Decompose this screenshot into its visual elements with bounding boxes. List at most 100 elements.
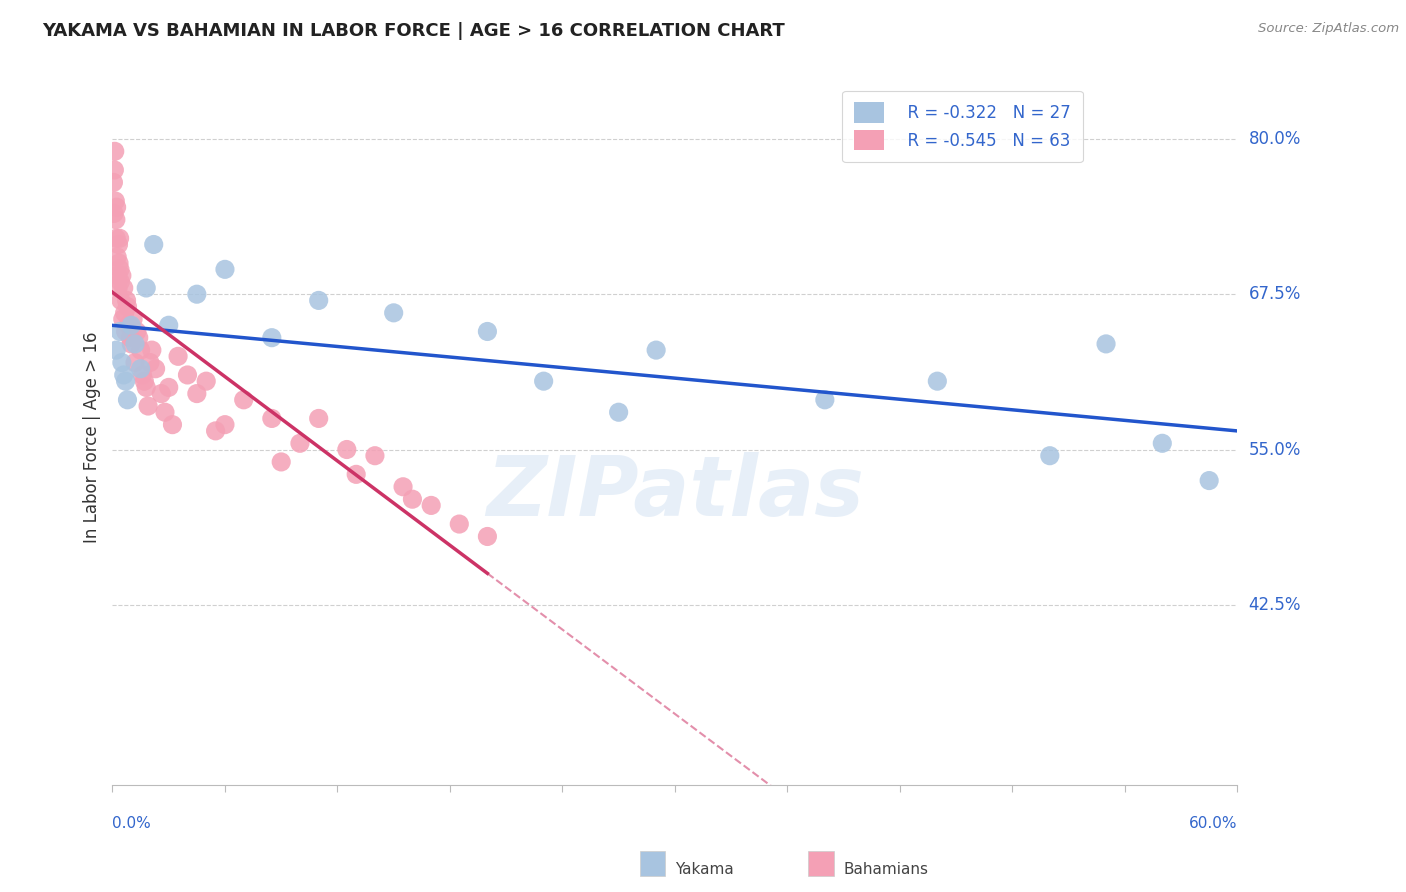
Point: [150, 386, 173, 401]
Point: [105, 250, 128, 264]
Legend:   R = -0.322   N = 27,   R = -0.545   N = 63: R = -0.322 N = 27, R = -0.545 N = 63: [842, 91, 1083, 162]
Point: [176, 368, 198, 382]
Point: [124, 355, 146, 369]
Point: [120, 318, 142, 333]
Point: [139, 355, 162, 369]
Point: [134, 374, 156, 388]
Point: [1039, 449, 1062, 463]
Text: YAKAMA VS BAHAMIAN IN LABOR FORCE | AGE > 16 CORRELATION CHART: YAKAMA VS BAHAMIAN IN LABOR FORCE | AGE …: [42, 22, 785, 40]
Point: [607, 405, 630, 419]
Point: [308, 293, 330, 308]
Point: [107, 237, 129, 252]
Point: [204, 424, 226, 438]
Point: [111, 312, 134, 326]
Text: Bahamians: Bahamians: [844, 863, 928, 877]
Point: [114, 374, 136, 388]
Point: [1198, 474, 1220, 488]
Text: Yakama: Yakama: [675, 863, 734, 877]
Point: [108, 231, 131, 245]
Point: [186, 386, 208, 401]
Point: [477, 325, 499, 339]
Point: [136, 399, 159, 413]
Point: [214, 262, 236, 277]
Point: [195, 374, 218, 388]
Point: [392, 480, 415, 494]
Point: [111, 355, 134, 369]
Point: [114, 325, 136, 339]
Point: [645, 343, 668, 357]
Point: [401, 492, 423, 507]
Point: [104, 145, 127, 159]
Point: [125, 325, 148, 339]
Text: 42.5%: 42.5%: [1249, 596, 1301, 614]
Point: [105, 343, 128, 357]
Point: [1152, 436, 1174, 450]
Point: [110, 293, 132, 308]
Point: [336, 442, 359, 457]
Point: [107, 268, 129, 283]
Point: [128, 331, 150, 345]
Point: [927, 374, 949, 388]
Point: [115, 293, 138, 308]
Point: [117, 392, 139, 407]
Point: [129, 361, 152, 376]
Point: [103, 175, 125, 189]
Point: [129, 343, 152, 357]
Point: [114, 306, 136, 320]
Point: [382, 306, 405, 320]
Point: [449, 516, 471, 531]
Point: [124, 337, 146, 351]
Text: Source: ZipAtlas.com: Source: ZipAtlas.com: [1258, 22, 1399, 36]
Point: [104, 194, 127, 208]
Point: [477, 529, 499, 543]
Point: [111, 268, 134, 283]
Point: [162, 417, 184, 432]
Point: [288, 436, 311, 450]
Text: 67.5%: 67.5%: [1249, 285, 1301, 303]
Point: [108, 325, 131, 339]
Point: [142, 237, 165, 252]
Point: [112, 368, 135, 382]
Point: [186, 287, 208, 301]
Point: [232, 392, 254, 407]
Point: [118, 318, 141, 333]
Point: [344, 467, 367, 482]
Point: [117, 318, 139, 333]
Point: [270, 455, 292, 469]
Point: [157, 318, 180, 333]
Point: [107, 281, 129, 295]
Text: 60.0%: 60.0%: [1189, 815, 1237, 830]
Point: [131, 368, 153, 382]
Point: [120, 331, 142, 345]
Point: [157, 380, 180, 394]
Point: [260, 411, 283, 425]
Text: 55.0%: 55.0%: [1249, 441, 1301, 458]
Point: [135, 281, 157, 295]
Point: [1095, 337, 1118, 351]
Point: [108, 256, 131, 270]
Point: [141, 343, 163, 357]
Text: 80.0%: 80.0%: [1249, 130, 1301, 148]
Point: [145, 361, 167, 376]
Point: [117, 300, 139, 314]
Y-axis label: In Labor Force | Age > 16: In Labor Force | Age > 16: [83, 331, 101, 543]
Point: [108, 262, 131, 277]
Point: [814, 392, 837, 407]
Point: [103, 163, 125, 178]
Point: [122, 312, 145, 326]
Point: [120, 337, 142, 351]
Point: [135, 380, 157, 394]
Point: [105, 231, 128, 245]
Point: [533, 374, 555, 388]
Text: ZIPatlas: ZIPatlas: [486, 452, 863, 533]
Point: [153, 405, 176, 419]
Point: [112, 281, 135, 295]
Point: [110, 275, 132, 289]
Point: [103, 206, 125, 220]
Point: [167, 349, 190, 363]
Point: [420, 499, 443, 513]
Point: [364, 449, 387, 463]
Point: [260, 331, 283, 345]
Text: 0.0%: 0.0%: [112, 815, 152, 830]
Point: [104, 212, 127, 227]
